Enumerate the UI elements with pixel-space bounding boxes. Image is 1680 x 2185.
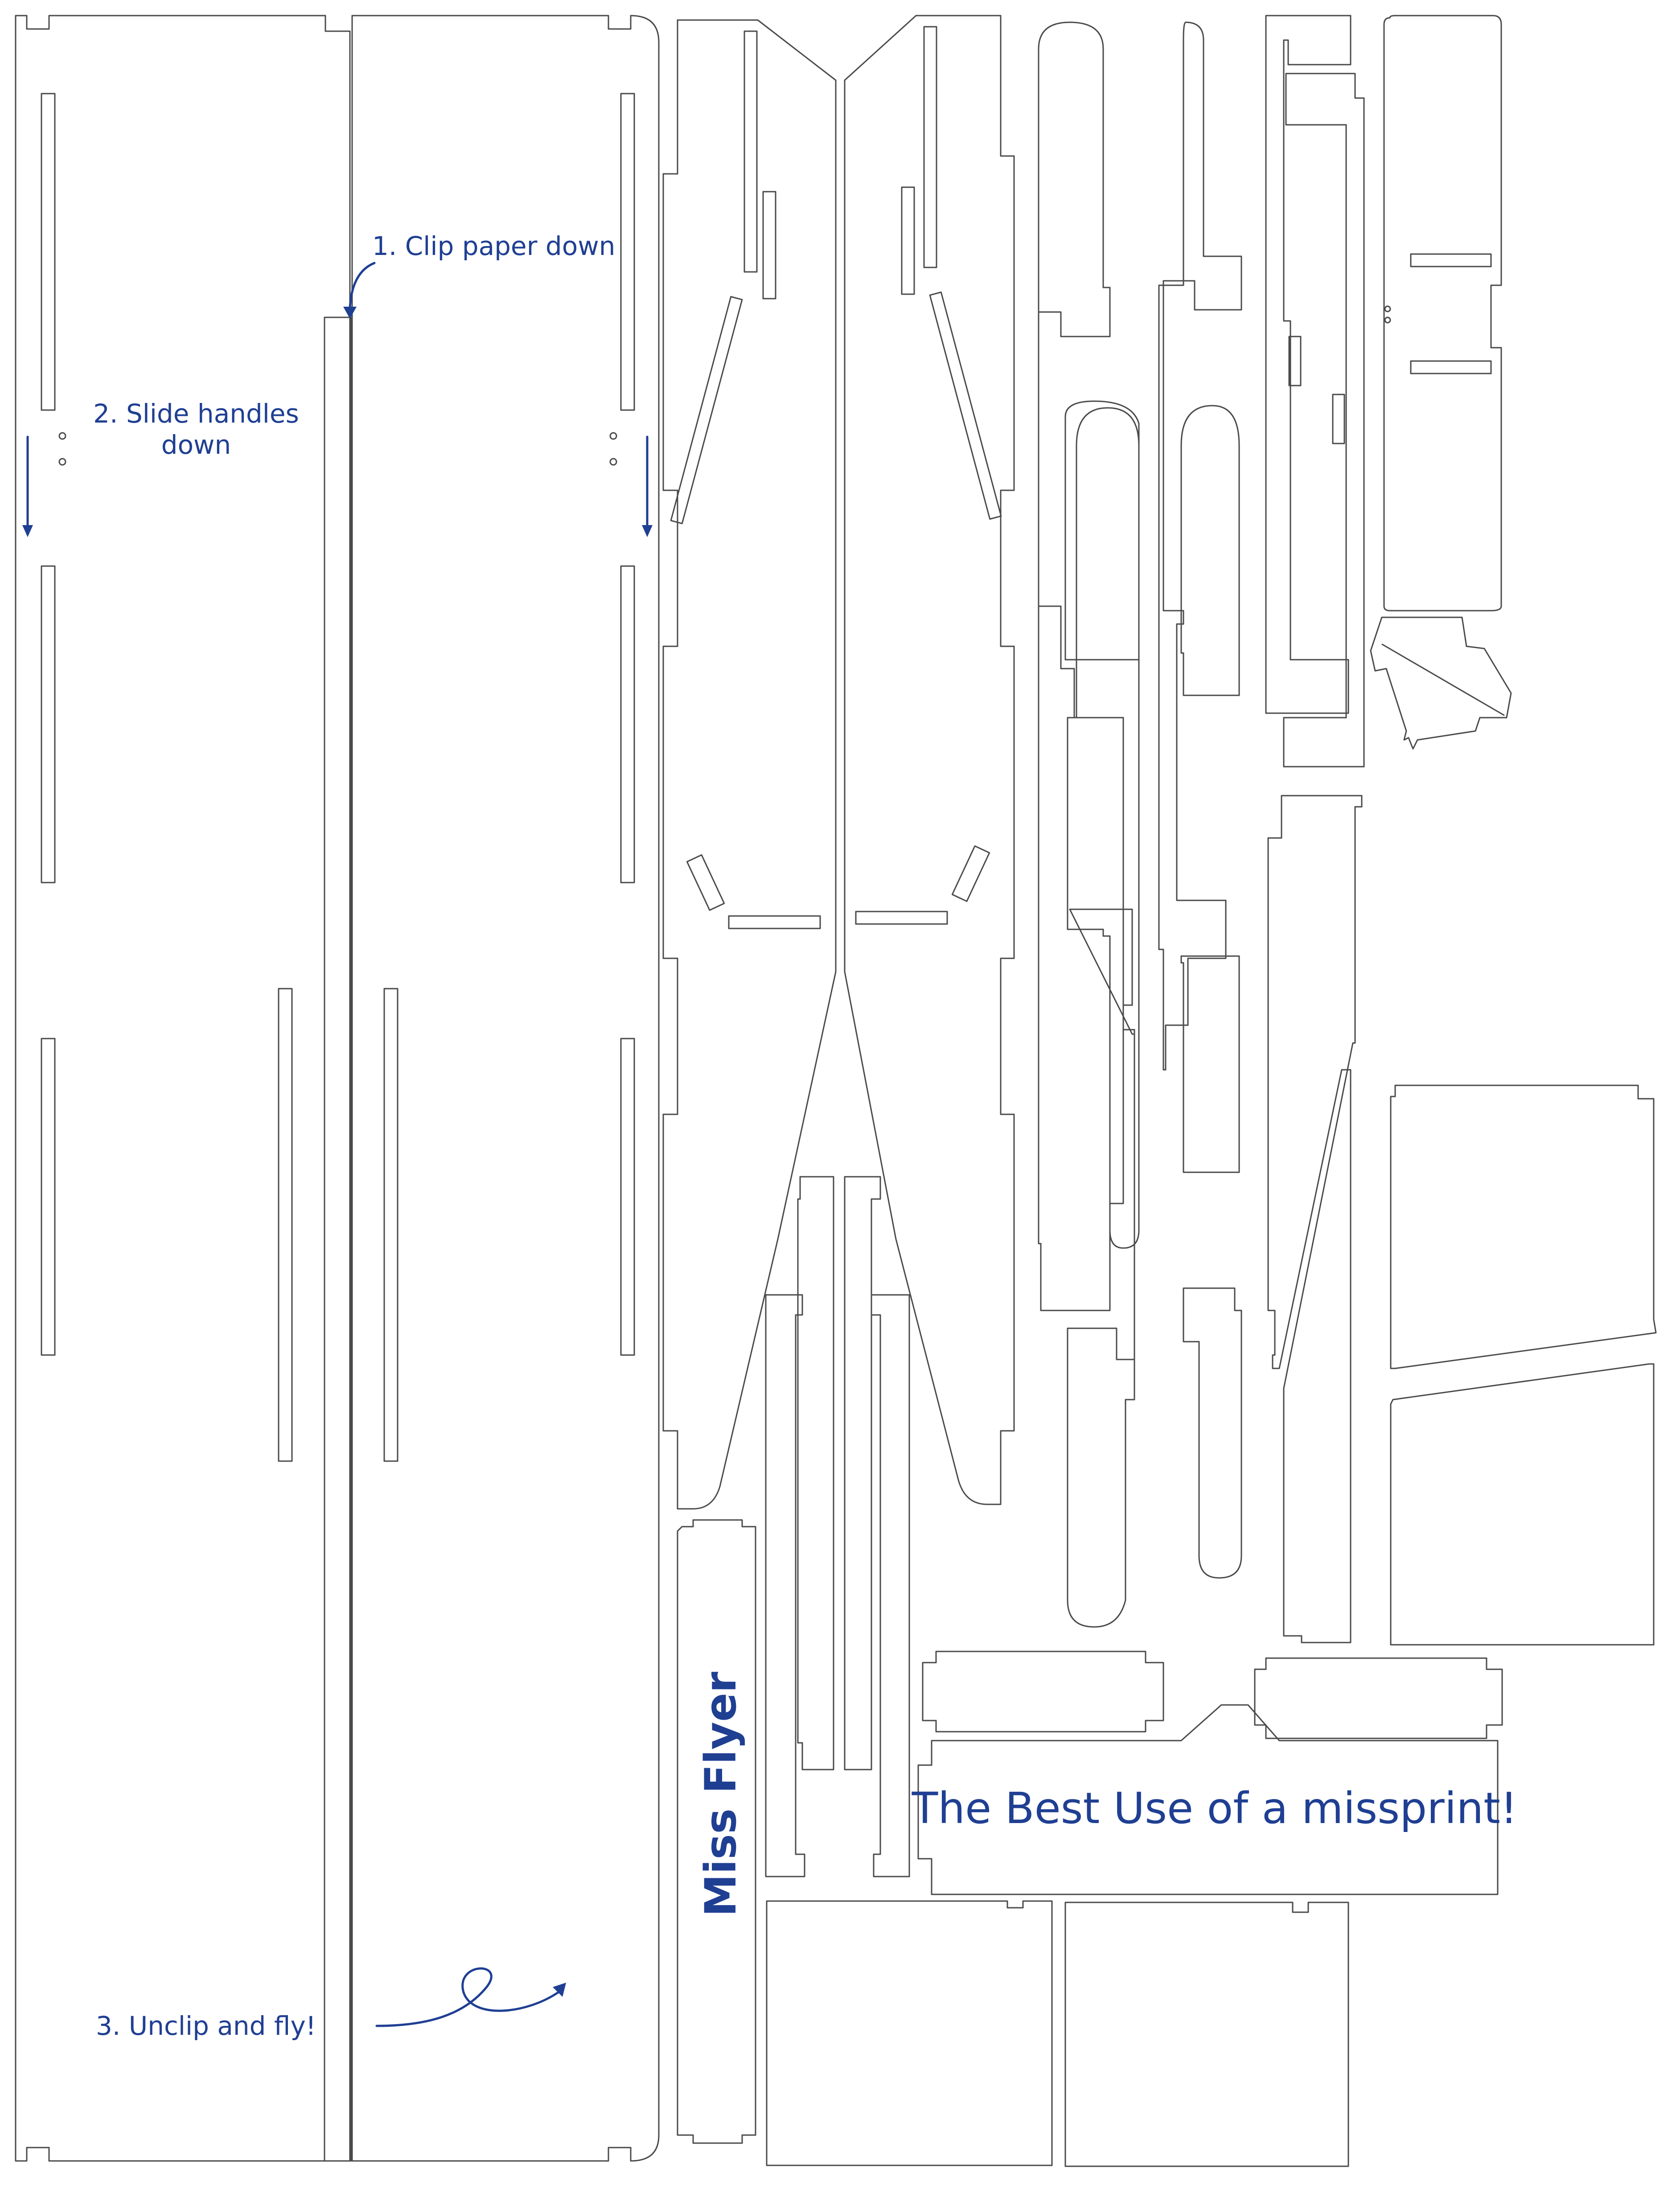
stabilizer-frame bbox=[1283, 73, 1365, 768]
slot bbox=[620, 1038, 635, 1356]
slot bbox=[383, 988, 398, 1462]
clip-arrow bbox=[349, 262, 376, 309]
launcher-board-left bbox=[15, 15, 351, 2162]
fuselage-strip bbox=[844, 1176, 881, 1770]
strut-slot bbox=[670, 296, 743, 525]
launcher-board-right bbox=[351, 15, 660, 2162]
wing-slot bbox=[901, 186, 915, 295]
slot bbox=[278, 988, 293, 1462]
fly-arrow-head bbox=[553, 1983, 566, 1997]
wing-left bbox=[662, 19, 837, 1510]
slide-arrow-right-head bbox=[642, 525, 653, 537]
wing-panel bbox=[1064, 1902, 1349, 2167]
stabilizer-frame bbox=[1265, 15, 1351, 714]
hole bbox=[58, 432, 66, 440]
elevator-score bbox=[1381, 643, 1505, 716]
hole bbox=[609, 458, 617, 466]
fly-arrow bbox=[375, 1967, 561, 2027]
tail-loop bbox=[1067, 407, 1140, 1249]
elevator-piece bbox=[1370, 616, 1512, 750]
fuselage-strip bbox=[871, 1294, 910, 1877]
stabilizer-tab bbox=[1288, 336, 1302, 386]
wing-right bbox=[844, 15, 1015, 1505]
clip-rail bbox=[324, 316, 352, 2162]
rudder-panel bbox=[1383, 15, 1502, 612]
spar-piece bbox=[922, 1651, 1164, 1733]
wing-slot bbox=[762, 191, 776, 300]
instruction-step-3: 3. Unclip and fly! bbox=[96, 2011, 316, 2041]
slogan-text: The Best Use of a missprint! bbox=[912, 1783, 1518, 1833]
side-panel bbox=[1390, 1084, 1657, 1369]
stabilizer-strip bbox=[1267, 795, 1363, 1643]
hole bbox=[1384, 305, 1391, 312]
stabilizer-tab bbox=[1332, 394, 1345, 444]
tab-slot bbox=[686, 854, 725, 911]
slot bbox=[41, 1038, 56, 1356]
slogan-panel bbox=[917, 1704, 1499, 1895]
slot bbox=[41, 93, 56, 411]
rudder-slot bbox=[1410, 360, 1492, 374]
instruction-step-2-line-1: 2. Slide handles bbox=[93, 398, 299, 429]
slot bbox=[620, 565, 635, 883]
tail-piece bbox=[1064, 400, 1140, 661]
tail-piece bbox=[1158, 21, 1242, 1071]
tab-slot bbox=[951, 845, 990, 902]
tab-slot bbox=[728, 915, 821, 929]
fuselage-strip bbox=[677, 1519, 756, 2144]
fuselage-strip bbox=[797, 1176, 834, 1770]
tail-stem bbox=[1180, 955, 1240, 1173]
wing-slot bbox=[743, 30, 758, 273]
spar-piece bbox=[1254, 1657, 1503, 1739]
wing-slot bbox=[923, 26, 937, 268]
tab-slot bbox=[855, 911, 948, 925]
hole bbox=[58, 458, 66, 466]
instruction-step-1: 1. Clip paper down bbox=[372, 231, 615, 261]
wing-panel bbox=[766, 1900, 1053, 2166]
tail-piece bbox=[1038, 21, 1124, 1311]
brand-name: Miss Flyer bbox=[696, 1672, 746, 1917]
clip-arrow-head bbox=[343, 307, 357, 319]
slide-arrow-left-head bbox=[22, 525, 33, 537]
slot bbox=[41, 565, 56, 883]
side-panel bbox=[1390, 1363, 1655, 1646]
hole bbox=[1384, 316, 1391, 324]
strut-slot bbox=[929, 291, 1002, 520]
hole bbox=[609, 432, 617, 440]
tail-piece bbox=[1067, 908, 1135, 1628]
fuselage-strip bbox=[765, 1294, 805, 1877]
instruction-step-2-line-2: down bbox=[161, 430, 231, 460]
tail-loop bbox=[1180, 405, 1240, 696]
slot bbox=[620, 93, 635, 411]
rudder-slot bbox=[1410, 253, 1492, 267]
tail-piece bbox=[1183, 1287, 1242, 1579]
